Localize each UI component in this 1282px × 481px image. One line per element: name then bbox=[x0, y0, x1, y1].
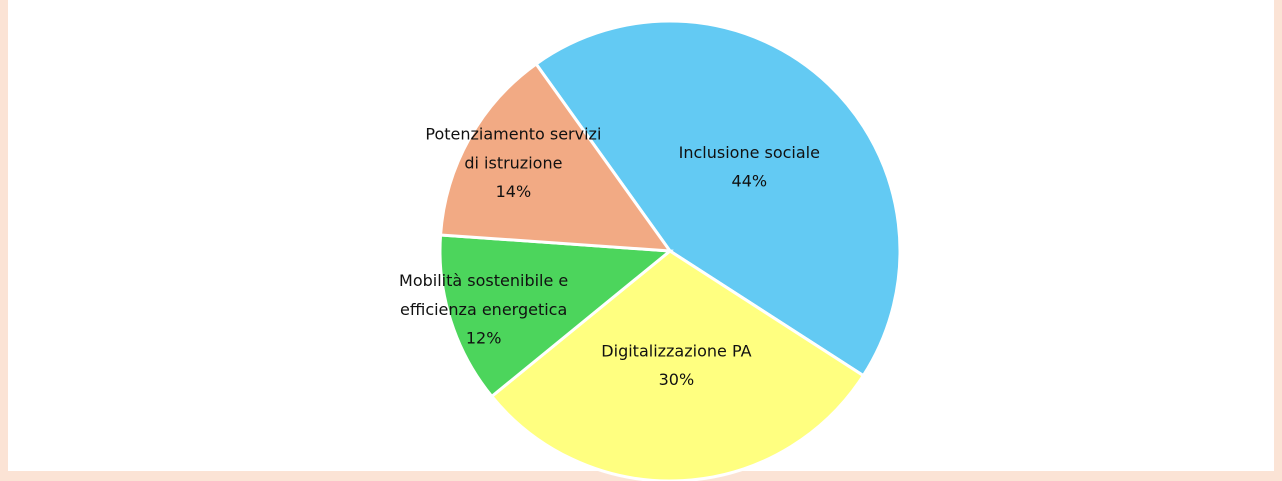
slice-label: Inclusione sociale bbox=[679, 143, 820, 162]
pie-slice bbox=[438, 61, 674, 253]
slice-label: Digitalizzazione PA bbox=[601, 341, 751, 360]
slice-value-label: 12% bbox=[466, 329, 502, 348]
pie-slice bbox=[438, 233, 674, 399]
slice-value-label: 14% bbox=[496, 182, 532, 201]
slice-value-label: 44% bbox=[732, 172, 768, 191]
slice-value-label: 30% bbox=[659, 370, 695, 389]
slice-label: Mobilità sostenibile e efficienza energet… bbox=[399, 271, 568, 319]
pie-slice bbox=[534, 19, 902, 378]
slice-label: Potenziamento servizi di istruzione bbox=[425, 124, 601, 172]
